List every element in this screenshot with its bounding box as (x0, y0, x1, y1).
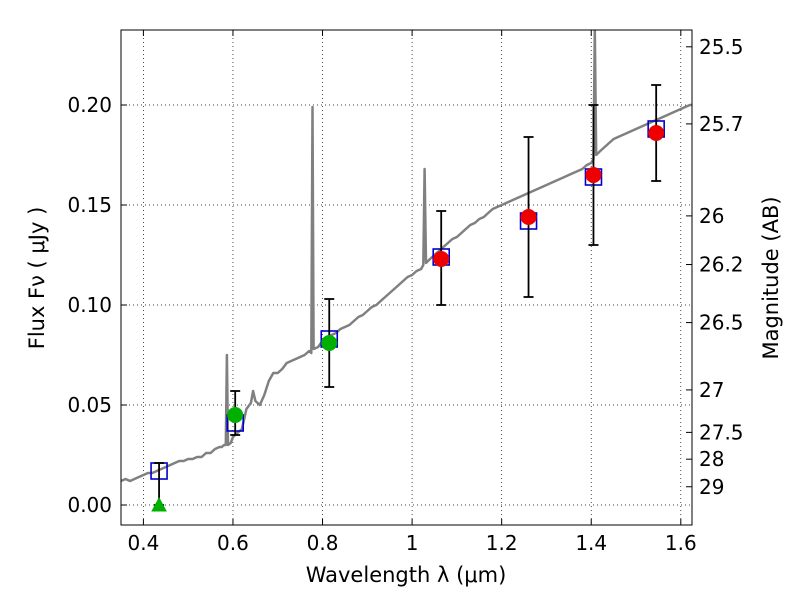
marker-layer (150, 84, 665, 512)
magnitude-tick-label: 25.7 (699, 112, 744, 136)
data-point (433, 251, 450, 267)
data-point (648, 125, 665, 141)
x-tick-label: 0.4 (127, 531, 159, 555)
spectrum-line (121, 30, 692, 483)
magnitude-tick-label: 26.5 (699, 311, 744, 335)
grid (121, 30, 692, 525)
y-tick-label: 0.00 (67, 493, 112, 517)
data-point (520, 209, 537, 225)
y-tick-label: 0.05 (67, 393, 112, 417)
magnitude-tick-label: 29 (699, 475, 724, 499)
y-tick-label: 0.20 (67, 93, 112, 117)
x-tick-label: 1.2 (486, 531, 518, 555)
data-point (321, 335, 338, 351)
y-tick-label: 0.10 (67, 293, 112, 317)
upper-limit-marker (151, 496, 167, 512)
magnitude-axis-title: Magnitude (AB) (759, 196, 783, 359)
magnitude-tick-label: 25.5 (699, 35, 744, 59)
x-axis-title: Wavelength λ (μm) (306, 563, 507, 587)
magnitude-tick-label: 26.2 (699, 253, 744, 277)
magnitude-tick-label: 26 (699, 204, 724, 228)
x-tick-label: 0.6 (217, 531, 249, 555)
plot-frame (120, 29, 693, 526)
x-tick-label: 1.4 (575, 531, 607, 555)
x-tick-label: 0.8 (307, 531, 339, 555)
tick-layer: 0.4 0.6 0.8 1 1.2 1.4 1.6 0.00 0.05 0.10 0.15 0.20 2… (67, 30, 744, 555)
spectrum-layer (121, 30, 692, 483)
magnitude-tick-label: 28 (699, 447, 724, 471)
data-point (585, 167, 602, 183)
magnitude-tick-label: 27.5 (699, 420, 744, 444)
x-tick-label: 1 (406, 531, 419, 555)
data-point (227, 407, 244, 423)
magnitude-tick-label: 27 (699, 378, 724, 402)
y-axis-title: Flux Fν ( μJy ) (25, 207, 49, 350)
x-tick-label: 1.6 (665, 531, 697, 555)
y-tick-label: 0.15 (67, 193, 112, 217)
